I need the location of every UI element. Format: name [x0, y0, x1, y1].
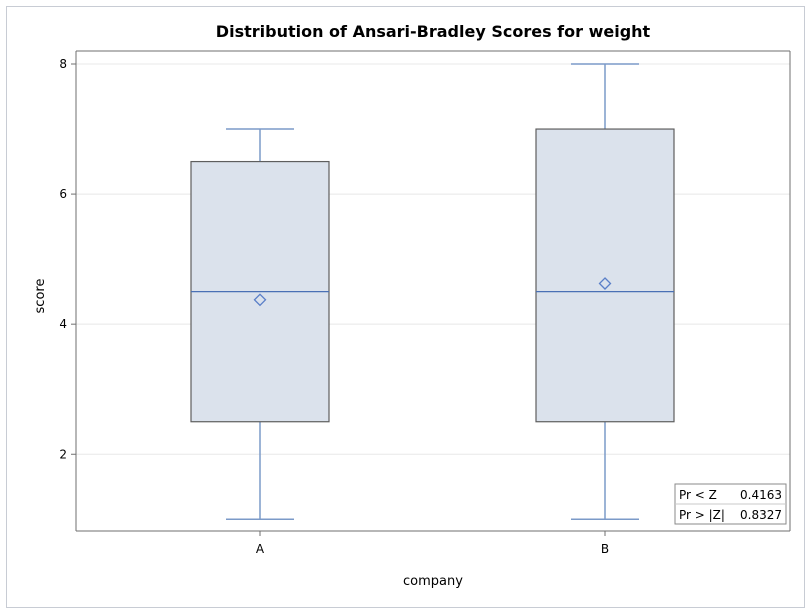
y-tick-label-6: 6	[59, 187, 67, 201]
gridlines	[76, 63, 790, 455]
company-b-box	[535, 128, 675, 423]
inset-label-1: Pr < Z	[679, 488, 717, 502]
chart-title: Distribution of Ansari-Bradley Scores fo…	[216, 22, 651, 41]
inset-label-2: Pr > |Z|	[679, 508, 725, 522]
inset-value-1: 0.4163	[740, 488, 782, 502]
inset-value-2: 0.8327	[740, 508, 782, 522]
x-tick-label-b: B	[601, 542, 609, 556]
company-b-mean-marker	[598, 277, 612, 290]
company-a-mean-marker	[253, 293, 267, 307]
axes: 2 4 6 8 A B	[59, 50, 791, 556]
y-tick-label-4: 4	[59, 317, 67, 331]
y-axis-label: score	[33, 279, 48, 314]
x-tick-label-a: A	[256, 542, 265, 556]
plot-area	[190, 63, 675, 521]
x-axis-label: company	[403, 574, 463, 589]
p-value-inset: Pr < Z 0.4163 Pr > |Z| 0.8327	[674, 483, 787, 525]
y-tick-label-8: 8	[59, 57, 67, 71]
y-tick-label-2: 2	[59, 447, 67, 461]
